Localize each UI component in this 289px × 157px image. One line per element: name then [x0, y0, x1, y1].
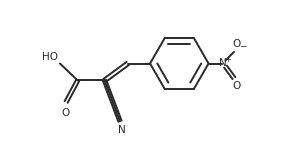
Text: −: −: [239, 41, 246, 50]
Text: +: +: [225, 55, 231, 64]
Text: N: N: [218, 59, 226, 68]
Text: O: O: [232, 39, 240, 49]
Text: O: O: [61, 108, 69, 118]
Text: O: O: [232, 81, 240, 91]
Text: HO: HO: [42, 52, 58, 62]
Text: N: N: [118, 125, 125, 135]
